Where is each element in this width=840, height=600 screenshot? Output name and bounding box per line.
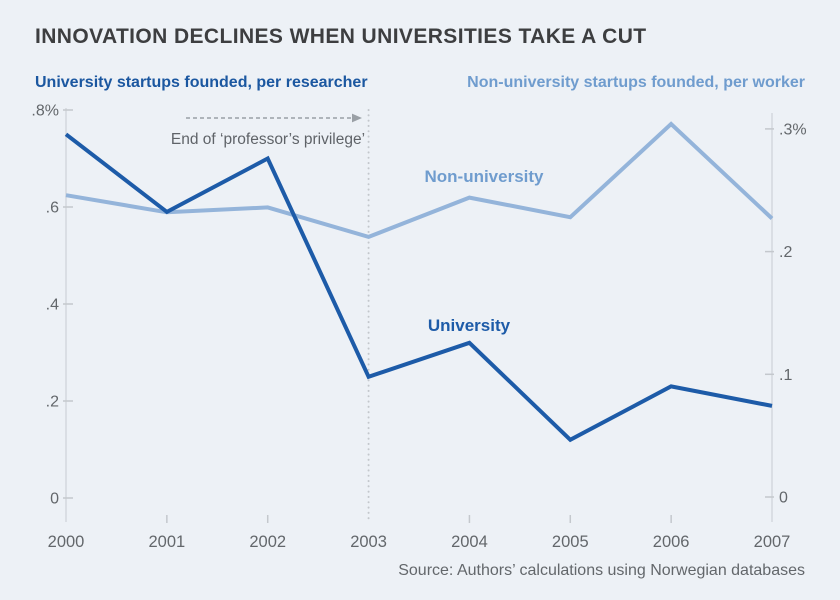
left-axis-tick-label: .6 [46, 200, 59, 217]
annotation-text: End of ‘professor’s privilege’ [171, 131, 365, 148]
left-axis-tick-label: .8% [31, 103, 59, 120]
x-axis-year-label: 2002 [249, 533, 286, 551]
x-axis-year-label: 2000 [48, 533, 85, 551]
annotation-arrowhead-icon [352, 113, 362, 123]
chart-title: INNOVATION DECLINES WHEN UNIVERSITIES TA… [35, 25, 647, 48]
right-axis-tick-label: .2 [779, 244, 792, 261]
x-axis-year-label: 2007 [754, 533, 791, 551]
x-axis-year-label: 2003 [350, 533, 387, 551]
non-university-series-label: Non-university [424, 167, 544, 186]
x-axis-year-label: 2001 [148, 533, 185, 551]
x-axis-year-label: 2004 [451, 533, 488, 551]
left-axis-tick-label: 0 [50, 491, 59, 508]
left-axis-tick-label: .2 [46, 394, 59, 411]
left-axis-title: University startups founded, per researc… [35, 74, 368, 91]
x-axis-year-label: 2006 [653, 533, 690, 551]
source-note: Source: Authors’ calculations using Norw… [398, 562, 805, 579]
right-axis-title: Non-university startups founded, per wor… [467, 74, 805, 91]
right-axis-tick-label: .3% [779, 121, 807, 138]
x-axis-year-label: 2005 [552, 533, 589, 551]
left-axis-tick-label: .4 [46, 297, 59, 314]
non-university-line [65, 121, 774, 240]
university-line [64, 132, 773, 443]
university-series-label: University [428, 316, 511, 335]
right-axis-tick-label: .1 [779, 367, 792, 384]
right-axis-tick-label: 0 [779, 490, 788, 507]
